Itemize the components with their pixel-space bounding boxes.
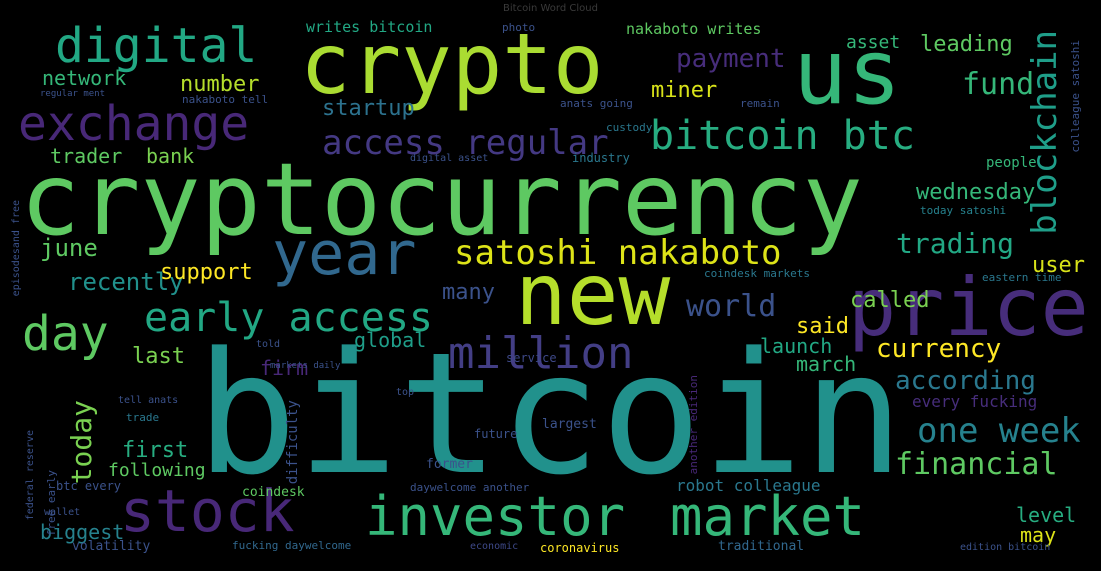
word: bitcoin: [196, 316, 905, 512]
word: financial: [895, 447, 1058, 482]
word: fucking daywelcome: [232, 539, 352, 552]
word: us: [793, 20, 902, 125]
word: said: [796, 314, 849, 339]
word: free early: [45, 470, 58, 537]
word: today: [65, 400, 98, 485]
word: volatility: [72, 539, 151, 554]
word: access regular: [322, 123, 609, 163]
word: year: [272, 219, 417, 289]
word: march: [796, 352, 857, 376]
word: asset: [846, 32, 901, 53]
word: digital asset: [410, 153, 489, 164]
word: people: [986, 155, 1037, 171]
word: largest: [542, 417, 597, 432]
word: daywelcome another: [410, 481, 530, 494]
word: called: [850, 288, 930, 313]
word: btc every: [56, 479, 122, 493]
word: new: [515, 245, 671, 345]
word: episodesand free: [11, 200, 22, 297]
word: federal reserve: [25, 430, 36, 521]
word: remain: [740, 97, 780, 110]
word: exchange: [18, 96, 250, 152]
word: trading: [896, 227, 1015, 260]
word: wallet: [44, 507, 81, 518]
word: nakaboto writes: [626, 20, 762, 38]
word: market: [670, 485, 866, 548]
word: fund: [962, 67, 1035, 102]
word: startup: [322, 96, 415, 121]
word: crypto: [300, 15, 604, 113]
word: every fucking: [912, 392, 1038, 411]
word: payment: [676, 44, 786, 74]
word: traditional: [718, 539, 805, 554]
word: miner: [651, 78, 718, 103]
word: following: [108, 460, 206, 481]
word: may: [1020, 523, 1057, 547]
word: photo: [502, 21, 536, 34]
word: service: [506, 351, 557, 365]
word: top: [396, 387, 415, 398]
word: world: [686, 289, 777, 324]
word: colleague satoshi: [1069, 40, 1082, 153]
word: firm: [260, 356, 309, 380]
word: tell anats: [118, 395, 179, 406]
word: regular ment: [40, 89, 106, 99]
word: user: [1032, 253, 1085, 278]
word: anats going: [560, 97, 633, 110]
word: stock: [120, 477, 295, 545]
word: coindesk markets: [704, 267, 810, 280]
word: level: [1016, 503, 1077, 527]
word: coindesk: [242, 485, 305, 500]
word: nakaboto tell: [182, 93, 269, 106]
word: many: [442, 280, 495, 305]
word: future: [474, 427, 518, 441]
word: told: [256, 339, 281, 350]
word: launch: [760, 334, 833, 358]
word: support: [160, 260, 253, 285]
word: bitcoin btc: [650, 113, 915, 159]
word: last: [132, 344, 185, 369]
word: number: [180, 72, 260, 97]
word: recently: [68, 268, 184, 296]
word: difficulty: [285, 400, 301, 485]
word: robot colleague: [676, 476, 821, 495]
word: biggest: [40, 520, 125, 544]
word: currency: [876, 334, 1002, 364]
word: economic: [470, 541, 519, 552]
word: according: [895, 366, 1036, 396]
word: markets daily: [270, 361, 341, 371]
word: first: [122, 438, 189, 463]
word: global: [354, 328, 427, 352]
word: satoshi nakaboto: [454, 233, 782, 273]
word: digital: [55, 18, 258, 74]
word: june: [40, 234, 98, 262]
word: eastern time: [982, 271, 1062, 284]
word: writes bitcoin: [306, 18, 433, 36]
word: edition bitcoin: [960, 542, 1051, 553]
word: wednesday: [916, 180, 1036, 205]
word: custody: [606, 121, 653, 134]
word: day: [22, 306, 109, 362]
word: another edition: [687, 375, 700, 475]
word: million: [448, 328, 634, 379]
chart-title: Bitcoin Word Cloud: [503, 3, 598, 14]
word: former: [426, 457, 473, 472]
word: trade: [126, 411, 160, 424]
word: coronavirus: [540, 541, 620, 555]
word: today satoshi: [920, 204, 1007, 217]
word: network: [42, 66, 127, 90]
word: investor: [365, 485, 626, 548]
word: bank: [146, 144, 195, 168]
word: cryptocurrency: [20, 141, 863, 258]
word: trader: [50, 144, 123, 168]
word: price: [848, 261, 1089, 354]
word: industry: [572, 151, 630, 165]
word: one week: [917, 411, 1081, 451]
word: leading: [920, 32, 1013, 57]
word: early access: [144, 295, 433, 341]
